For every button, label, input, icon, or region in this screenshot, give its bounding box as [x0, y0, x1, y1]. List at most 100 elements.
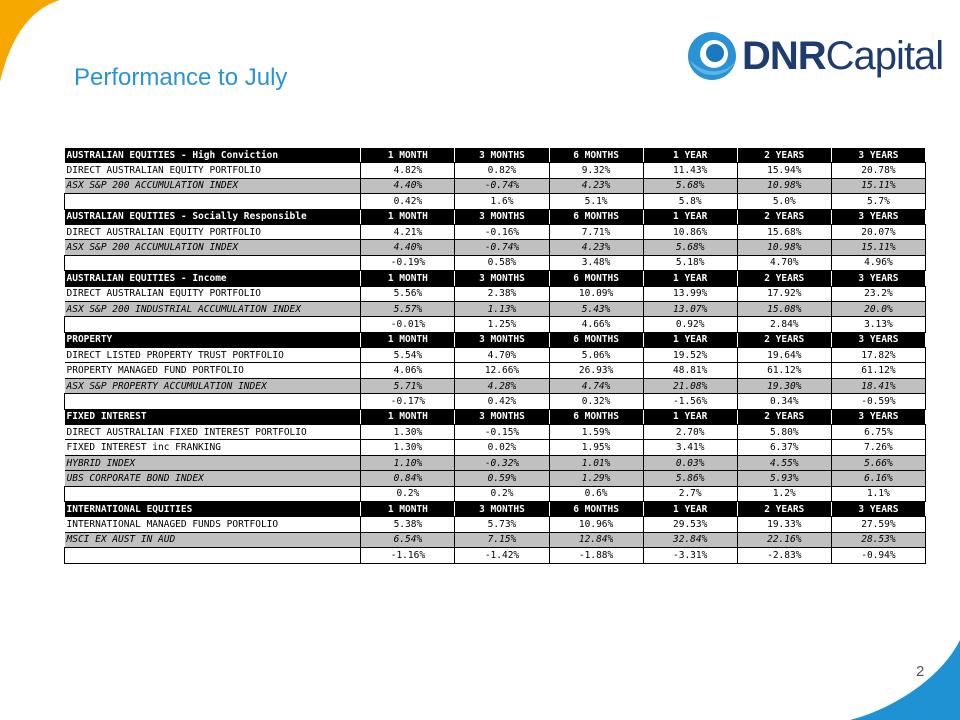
return-value: 6.54%: [360, 532, 456, 549]
return-value: 0.2%: [360, 486, 456, 502]
return-value: -0.74%: [454, 239, 550, 256]
return-value: 5.56%: [360, 286, 456, 302]
return-value: 4.70%: [454, 347, 550, 364]
portfolio-row: DIRECT AUSTRALIAN EQUITY PORTFOLIO 5.56% 2…: [64, 286, 927, 302]
return-value: 1.13%: [454, 301, 550, 318]
period-header: 1 MONTH: [360, 270, 456, 287]
row-label: DIRECT AUSTRALIAN FIXED INTEREST PORTFOL…: [64, 424, 362, 441]
period-header: 3 YEARS: [831, 270, 927, 287]
return-value: 11.43%: [643, 162, 738, 179]
return-value: 3.48%: [549, 255, 644, 272]
section-header-row: INTERNATIONAL EQUITIES 1 MONTH 3 MONTHS 6 M…: [64, 501, 927, 518]
return-value: 0.42%: [454, 393, 550, 410]
return-value: 20.78%: [831, 162, 927, 179]
return-value: 1.30%: [360, 424, 456, 441]
return-value: 5.38%: [360, 516, 456, 533]
benchmark-row: ASX S&P 200 ACCUMULATION INDEX 4.40% -0.74…: [64, 178, 927, 195]
return-value: 20.07%: [831, 224, 927, 241]
return-value: 15.68%: [737, 224, 832, 241]
return-value: 17.82%: [831, 347, 927, 364]
return-value: 19.30%: [737, 378, 832, 395]
period-header: 6 MONTHS: [549, 409, 644, 426]
return-value: 5.8%: [643, 193, 738, 210]
return-value: 0.2%: [454, 486, 550, 502]
row-label: HYBRID INDEX: [64, 455, 362, 472]
return-value: -0.32%: [454, 455, 550, 472]
difference-row: 0.42% 1.6% 5.1% 5.8% 5.0% 5.7%: [63, 193, 927, 210]
return-value: 5.80%: [737, 424, 832, 441]
return-value: 0.82%: [454, 162, 550, 179]
return-value: 5.57%: [360, 301, 456, 318]
row-label: [63, 393, 362, 410]
return-value: 3.41%: [643, 439, 738, 456]
return-value: 0.92%: [643, 316, 738, 333]
logo-light: Capital: [825, 33, 945, 78]
period-header: 3 YEARS: [831, 332, 927, 349]
portfolio-row: PROPERTY MANAGED FUND PORTFOLIO 4.06% 12.6…: [64, 362, 927, 379]
return-value: 4.96%: [831, 255, 927, 272]
return-value: 2.7%: [643, 486, 738, 502]
section-title: AUSTRALIAN EQUITIES - High Conviction: [64, 148, 362, 164]
return-value: 15.11%: [831, 178, 927, 195]
return-value: 1.29%: [549, 470, 644, 487]
return-value: 5.54%: [360, 347, 456, 364]
period-header: 3 YEARS: [831, 501, 927, 518]
difference-row: -0.17% 0.42% 0.32% -1.56% 0.34% -0.59%: [63, 393, 927, 410]
return-value: 4.74%: [549, 378, 644, 395]
return-value: 5.0%: [737, 193, 832, 210]
period-header: 1 YEAR: [643, 148, 738, 164]
period-header: 1 YEAR: [643, 409, 738, 426]
period-header: 3 MONTHS: [454, 501, 550, 518]
benchmark-row: HYBRID INDEX 1.10% -0.32% 1.01% 0.03% 4.55% 5.…: [64, 455, 927, 472]
return-value: -0.94%: [831, 547, 927, 564]
return-value: 5.73%: [454, 516, 550, 533]
period-header: 3 MONTHS: [454, 409, 550, 426]
period-header: 2 YEARS: [737, 332, 832, 349]
return-value: 10.09%: [549, 286, 644, 302]
period-header: 1 YEAR: [643, 501, 738, 518]
return-value: 4.66%: [549, 316, 644, 333]
row-label: DIRECT AUSTRALIAN EQUITY PORTFOLIO: [64, 224, 362, 241]
return-value: 7.71%: [549, 224, 644, 241]
period-header: 3 YEARS: [831, 209, 927, 225]
return-value: 1.01%: [549, 455, 644, 472]
difference-row: -1.16% -1.42% -1.88% -3.31% -2.83% -0.94%: [63, 547, 927, 564]
return-value: 1.1%: [831, 486, 927, 502]
return-value: 2.84%: [737, 316, 832, 333]
return-value: 0.32%: [549, 393, 644, 410]
return-value: -1.42%: [454, 547, 550, 564]
return-value: 6.37%: [737, 439, 832, 456]
return-value: 4.21%: [360, 224, 456, 241]
return-value: 4.40%: [360, 239, 456, 256]
return-value: 5.7%: [831, 193, 927, 210]
section-header-row: FIXED INTEREST 1 MONTH 3 MONTHS 6 MONTHS 1 Y…: [64, 409, 927, 426]
return-value: 10.98%: [737, 178, 832, 195]
portfolio-row: DIRECT AUSTRALIAN EQUITY PORTFOLIO 4.82% 0…: [64, 162, 927, 179]
return-value: 2.38%: [454, 286, 550, 302]
return-value: 23.2%: [831, 286, 927, 302]
return-value: 5.68%: [643, 239, 738, 256]
row-label: INTERNATIONAL MANAGED FUNDS PORTFOLIO: [64, 516, 362, 533]
return-value: 13.07%: [643, 301, 738, 318]
return-value: 5.18%: [643, 255, 738, 272]
period-header: 2 YEARS: [737, 409, 832, 426]
row-label: DIRECT AUSTRALIAN EQUITY PORTFOLIO: [64, 162, 362, 179]
return-value: 5.1%: [549, 193, 644, 210]
return-value: -0.59%: [831, 393, 927, 410]
period-header: 1 MONTH: [360, 409, 456, 426]
page-number: 2: [916, 663, 925, 680]
return-value: 20.0%: [831, 301, 927, 318]
return-value: 13.99%: [643, 286, 738, 302]
return-value: 4.82%: [360, 162, 456, 179]
return-value: 61.12%: [737, 362, 832, 379]
benchmark-row: ASX S&P 200 INDUSTRIAL ACCUMULATION INDE…: [64, 301, 927, 318]
difference-row: 0.2% 0.2% 0.6% 2.7% 1.2% 1.1%: [63, 486, 927, 502]
return-value: 4.23%: [549, 178, 644, 195]
return-value: -0.01%: [360, 316, 456, 333]
return-value: 5.06%: [549, 347, 644, 364]
row-label: MSCI EX AUST IN AUD: [64, 532, 362, 549]
return-value: 21.08%: [643, 378, 738, 395]
portfolio-row: INTERNATIONAL MANAGED FUNDS PORTFOLIO 5.3…: [64, 516, 927, 533]
period-header: 1 MONTH: [360, 209, 456, 225]
return-value: -3.31%: [643, 547, 738, 564]
